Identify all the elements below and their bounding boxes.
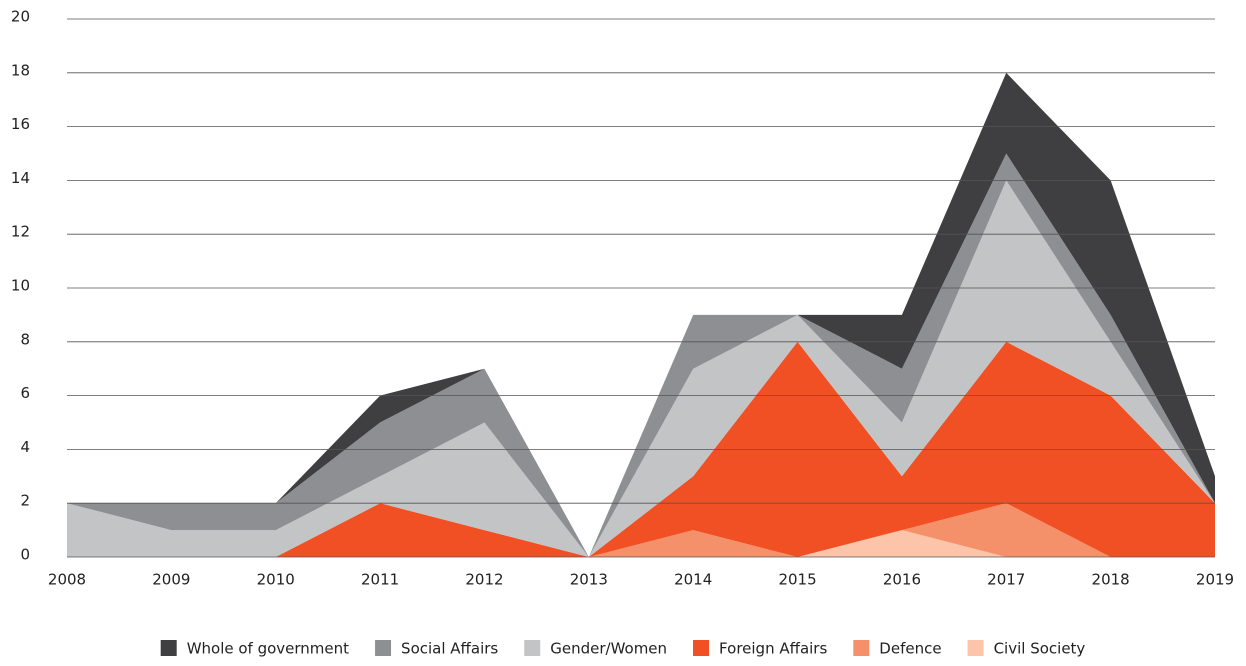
x-tick-label: 2008: [48, 571, 86, 589]
y-tick-label: 8: [20, 330, 30, 348]
legend-label: Defence: [879, 640, 941, 658]
x-tick-label: 2019: [1196, 571, 1234, 589]
y-tick-label: 4: [20, 438, 30, 456]
y-tick-label: 20: [11, 8, 30, 26]
y-tick-label: 14: [11, 169, 30, 187]
legend-label: Civil Society: [994, 640, 1086, 658]
legend-label: Gender/Women: [550, 640, 667, 658]
y-tick-label: 2: [20, 492, 30, 510]
x-tick-label: 2010: [257, 571, 295, 589]
area: [67, 530, 1215, 557]
legend-swatch: [375, 640, 392, 656]
y-tick-label: 12: [11, 223, 30, 241]
y-tick-label: 18: [11, 61, 30, 79]
x-tick-label: 2016: [883, 571, 921, 589]
area: [67, 153, 1215, 557]
area: [67, 503, 1215, 557]
legend-swatch: [853, 640, 870, 656]
x-tick-label: 2015: [778, 571, 816, 589]
x-tick-label: 2012: [465, 571, 503, 589]
y-tick-label: 0: [20, 546, 30, 564]
x-tick-label: 2014: [674, 571, 712, 589]
legend-label: Social Affairs: [401, 640, 498, 658]
legend-label: Whole of government: [187, 640, 349, 658]
x-tick-label: 2018: [1092, 571, 1130, 589]
x-tick-label: 2009: [152, 571, 190, 589]
x-tick-label: 2017: [987, 571, 1025, 589]
y-tick-label: 16: [11, 115, 30, 133]
x-tick-label: 2013: [570, 571, 608, 589]
area: [67, 72, 1215, 558]
legend-label: Foreign Affairs: [719, 640, 827, 658]
legend-swatch: [160, 640, 177, 656]
y-tick-label: 6: [20, 384, 30, 402]
x-tick-label: 2011: [361, 571, 399, 589]
y-tick-label: 10: [11, 277, 30, 295]
area: [67, 180, 1215, 557]
legend-swatch: [693, 640, 710, 656]
legend-swatch: [967, 640, 984, 656]
legend-swatch: [524, 640, 541, 656]
